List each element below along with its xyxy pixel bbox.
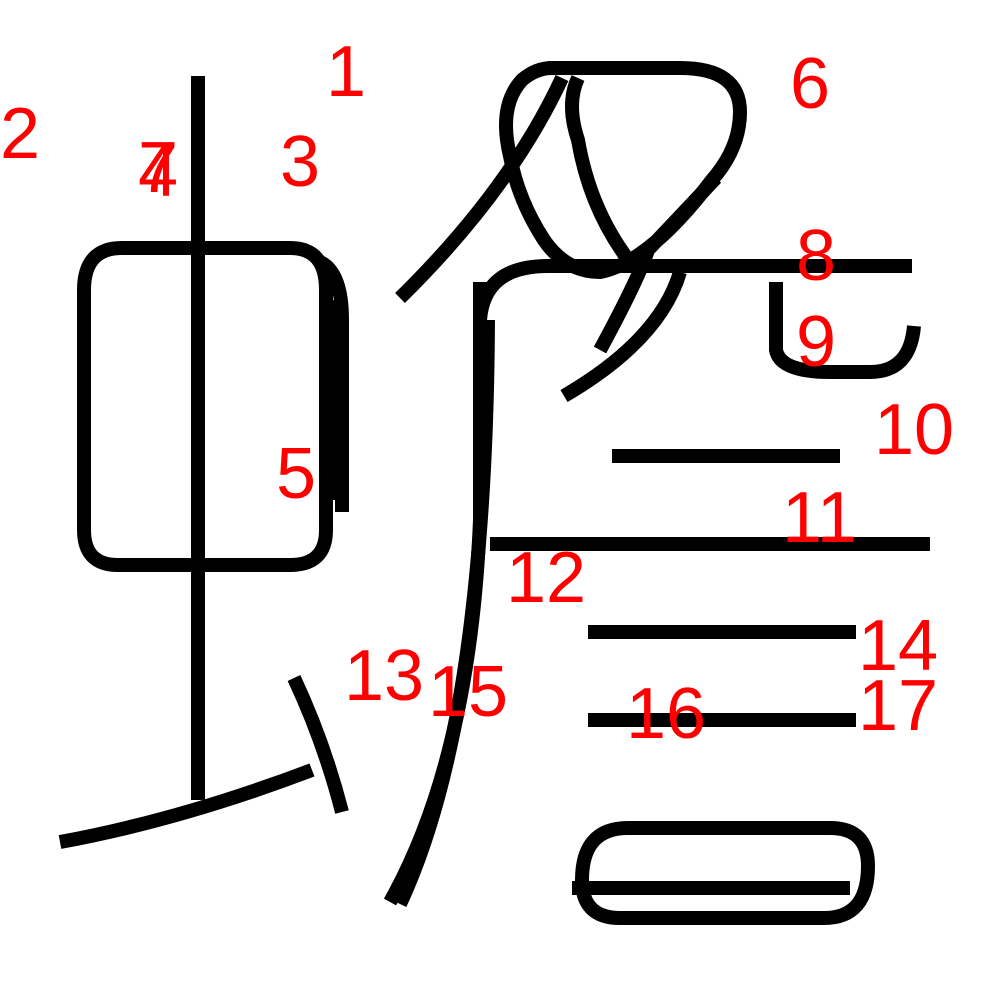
stroke-number-14: 14 xyxy=(858,606,938,686)
stroke-number-4: 4 xyxy=(138,132,178,212)
stroke-number-12: 12 xyxy=(506,538,586,618)
stroke-number-15: 15 xyxy=(428,652,508,732)
stroke-number-13: 13 xyxy=(344,636,424,716)
stroke-frame-left-2 xyxy=(393,319,495,907)
stroke-top-left-sweep xyxy=(395,75,569,303)
stroke-hook xyxy=(769,282,921,379)
stroke-number-1: 1 xyxy=(326,32,366,112)
stroke-number-5: 5 xyxy=(276,434,316,514)
stroke-number-17: 17 xyxy=(858,666,938,746)
stroke-number-6: 6 xyxy=(790,44,830,124)
stroke-rise xyxy=(58,763,315,849)
stroke-number-7: 7 xyxy=(138,128,178,208)
stroke-number-2: 2 xyxy=(0,94,40,174)
stroke-number-16: 16 xyxy=(626,674,706,754)
stroke-number-11: 11 xyxy=(782,478,857,558)
stroke-frame-top xyxy=(473,259,912,321)
stroke-number-10: 10 xyxy=(874,390,954,470)
stroke-box-right xyxy=(316,255,349,512)
stroke-mouth xyxy=(575,821,875,925)
stroke-number-3: 3 xyxy=(280,122,320,202)
stroke-number-8: 8 xyxy=(796,216,836,296)
stroke-top-tail xyxy=(593,173,722,354)
stroke-dot xyxy=(287,675,349,814)
stroke-number-9: 9 xyxy=(796,302,836,382)
stroke-top-tail2 xyxy=(560,269,687,403)
stroke-top-inner xyxy=(565,75,636,267)
